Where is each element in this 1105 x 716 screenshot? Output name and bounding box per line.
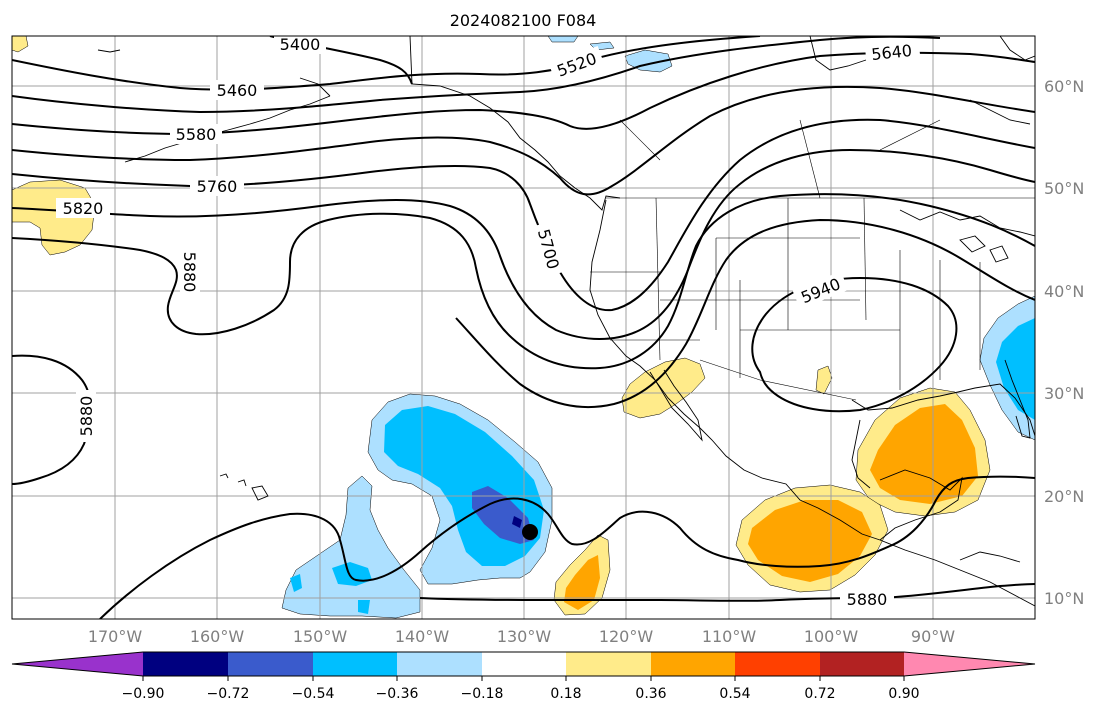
contour-label-bg <box>792 271 849 310</box>
contour-label: 5640 <box>870 41 912 64</box>
latitude-label: 20°N <box>1044 487 1084 506</box>
negative-anomaly-peak <box>512 516 522 528</box>
negative-anomaly-area <box>281 475 421 619</box>
longitude-label: 90°W <box>911 627 955 646</box>
contour-label: 5880 <box>847 590 888 609</box>
contour-label: 5820 <box>63 199 104 218</box>
positive-anomaly-core <box>564 555 600 610</box>
positive-anomaly-core <box>870 404 978 504</box>
colorbar-tick-label: 0.72 <box>804 686 835 702</box>
longitude-label: 110°W <box>702 627 757 646</box>
colorbar-segment <box>735 652 820 676</box>
contour-label-bg <box>56 198 110 218</box>
colorbar-segment <box>566 652 651 676</box>
longitude-label: 170°W <box>88 627 143 646</box>
contour-label-bg <box>180 246 200 298</box>
longitude-label: 160°W <box>190 627 245 646</box>
contour-label-bg <box>210 80 264 100</box>
longitude-label: 140°W <box>395 627 450 646</box>
colorbar-extend-high <box>904 652 1035 676</box>
colorbar: −0.90 −0.72 −0.54 −0.36 −0.18 0.18 0.36 … <box>11 651 1036 702</box>
contour-label: 5400 <box>280 35 321 54</box>
colorbar-segment <box>228 652 313 676</box>
colorbar-ticks <box>142 676 905 681</box>
colorbar-segment <box>397 652 482 676</box>
contour-label: 5880 <box>180 252 199 293</box>
colorbar-segment <box>313 652 397 676</box>
negative-anomaly-core <box>358 600 370 614</box>
map-title: 2024082100 F084 <box>450 11 597 30</box>
contour-label: 5460 <box>217 81 258 100</box>
latitude-label: 60°N <box>1044 77 1084 96</box>
longitude-label: 130°W <box>497 627 552 646</box>
colorbar-tick-label: −0.36 <box>376 686 419 702</box>
longitude-label: 150°W <box>293 627 348 646</box>
contour-label: 5880 <box>77 396 96 437</box>
map-frame <box>11 35 1036 620</box>
contour-label-bg <box>532 221 566 277</box>
colorbar-tick-label: 0.54 <box>719 686 750 702</box>
longitude-label: 120°W <box>599 627 654 646</box>
contour-label-group: 5400 5460 5580 5520 5640 5760 5820 5880 <box>56 35 921 610</box>
contour-label-bg <box>190 176 244 196</box>
colorbar-segment <box>482 652 566 676</box>
contour-label-bg <box>864 39 921 65</box>
colorbar-segment <box>651 652 735 676</box>
negative-anomaly-core <box>996 318 1035 420</box>
colorbar-tick-label: −0.18 <box>461 686 504 702</box>
contour-label: 5580 <box>176 125 217 144</box>
negative-anomaly-core <box>290 574 302 592</box>
longitude-label: 100°W <box>804 627 859 646</box>
latitude-label: 50°N <box>1044 179 1084 198</box>
colorbar-segment <box>143 652 228 676</box>
colorbar-segment <box>820 652 904 676</box>
colorbar-tick-label: 0.36 <box>635 686 666 702</box>
colorbar-tick-label: 0.90 <box>888 686 919 702</box>
contour-label-bg <box>274 36 326 54</box>
storm-center-dot <box>522 524 538 540</box>
latitude-label: 30°N <box>1044 384 1084 403</box>
contour-label-bg <box>76 390 96 442</box>
colorbar-tick-label: −0.54 <box>292 686 335 702</box>
negative-anomaly-strong <box>472 486 534 544</box>
colorbar-tick-label: 0.18 <box>550 686 581 702</box>
latitude-label: 10°N <box>1044 589 1084 608</box>
positive-anomaly-area <box>815 365 833 395</box>
colorbar-tick-label: −0.90 <box>122 686 165 702</box>
positive-anomaly-area <box>621 357 706 419</box>
map-plot-area: 5400 5460 5580 5520 5640 5760 5820 5880 <box>12 35 1035 619</box>
positive-anomaly-area <box>12 36 29 53</box>
longitude-axis: 170°W 160°W 150°W 140°W 130°W 120°W 110°… <box>88 627 955 646</box>
contour-label-bg <box>548 45 605 83</box>
political-borders <box>590 119 1035 401</box>
contour-label: 5760 <box>197 177 238 196</box>
colorbar-extend-low <box>12 652 143 676</box>
contour-label-bg <box>170 124 222 144</box>
coastlines <box>97 36 1035 607</box>
colorbar-tick-label: −0.72 <box>207 686 250 702</box>
contour-label-bg <box>840 590 894 610</box>
latitude-label: 40°N <box>1044 282 1084 301</box>
negative-anomaly-area <box>547 36 579 43</box>
latitude-axis: 60°N 50°N 40°N 30°N 20°N 10°N <box>1044 77 1084 608</box>
